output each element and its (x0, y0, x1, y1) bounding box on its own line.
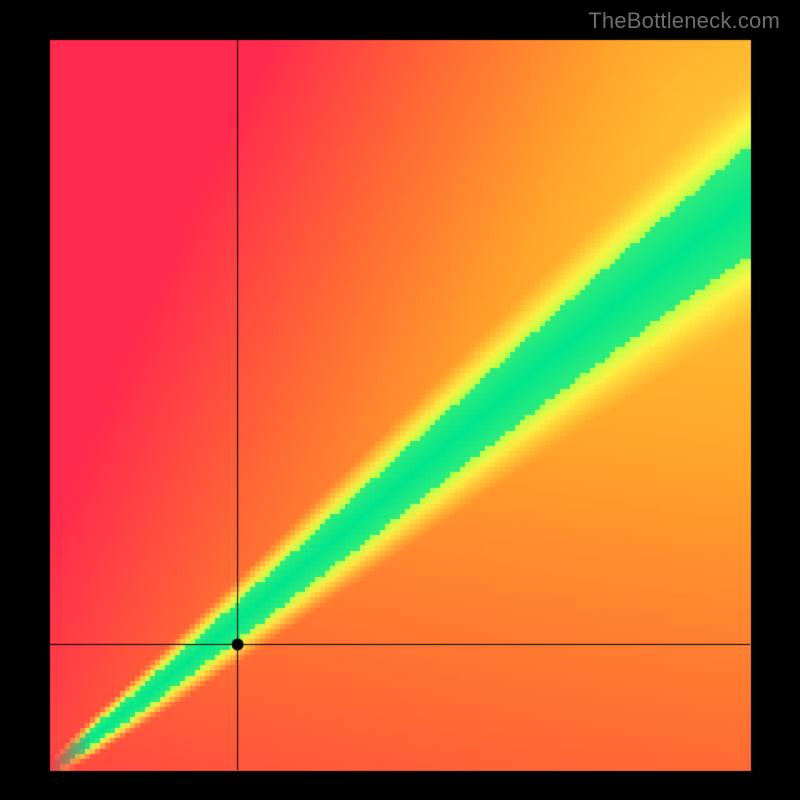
heatmap-canvas (0, 0, 800, 800)
chart-container: TheBottleneck.com (0, 0, 800, 800)
watermark-text: TheBottleneck.com (588, 8, 780, 34)
